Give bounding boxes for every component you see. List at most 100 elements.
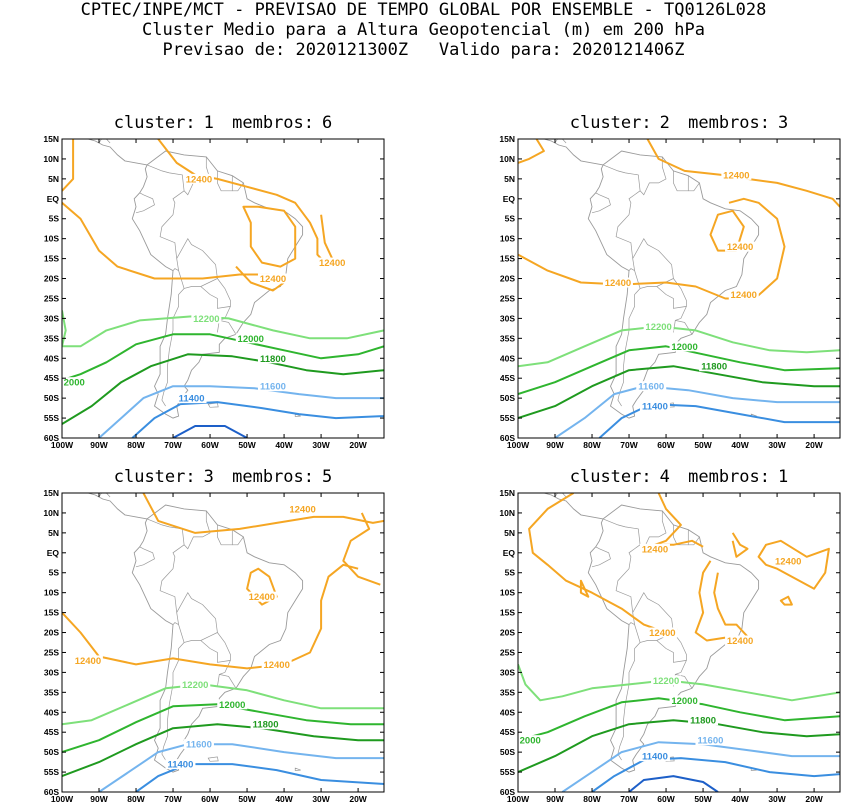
- lat-tick-label: 25S: [44, 293, 59, 303]
- lat-tick-label: 15N: [499, 134, 515, 144]
- lon-tick-label: 90W: [90, 440, 108, 450]
- country-border: [656, 632, 687, 663]
- contour-label: 12400: [249, 592, 275, 603]
- country-border: [200, 632, 231, 663]
- contour-line: [172, 425, 248, 438]
- contour-label-bg: [165, 759, 196, 770]
- country-border: [217, 660, 231, 687]
- lat-tick-label: 35S: [44, 333, 59, 343]
- lon-tick-label: 40W: [275, 440, 293, 450]
- lon-tick-label: 70W: [620, 794, 638, 803]
- lat-tick-label: 30S: [44, 313, 59, 323]
- figure-subtitle: Cluster Medio para a Altura Geopotencial…: [142, 20, 705, 40]
- country-border: [656, 278, 687, 309]
- contour-label-bg: [62, 377, 87, 388]
- contour-label: 12400: [723, 170, 749, 181]
- plot-frame: [517, 492, 841, 793]
- country-border: [554, 139, 567, 144]
- panel-4-map: 12400 12400 12400 12400 12200 12000 11800 11600…: [499, 488, 841, 803]
- run-label: Previsao de:: [162, 40, 286, 60]
- central-america-coastline: [543, 139, 604, 166]
- contour-label: 11600: [698, 736, 724, 747]
- contour-label-bg: [257, 273, 288, 284]
- contour-label-bg: [250, 719, 281, 730]
- lat-tick-label: 10S: [500, 588, 515, 598]
- contour-line: [142, 493, 384, 534]
- lat-tick-label: 35S: [44, 687, 59, 697]
- country-border: [219, 320, 237, 335]
- lat-tick-label: 15S: [44, 254, 59, 264]
- country-border: [135, 192, 155, 214]
- contour-label: 12400: [727, 636, 753, 647]
- lon-tick-label: 100W: [507, 440, 530, 450]
- lon-tick-label: 50W: [238, 440, 256, 450]
- lat-tick-label: 15N: [43, 134, 59, 144]
- contour-label: 12400: [727, 242, 753, 253]
- panel-3-title: cluster: 3 membros: 5: [62, 467, 384, 487]
- country-border: [591, 546, 611, 568]
- country-border: [146, 164, 185, 272]
- south-america-coastline: [131, 504, 304, 773]
- lon-tick-label: 40W: [731, 440, 749, 450]
- contour-line: [62, 139, 75, 192]
- contour-line: [561, 741, 840, 792]
- contour-line: [628, 775, 719, 792]
- lat-tick-label: 40S: [500, 353, 515, 363]
- contour-label: 12400: [731, 290, 757, 301]
- cluster-number: 1: [203, 113, 214, 133]
- country-border: [183, 510, 211, 550]
- lon-tick-label: 90W: [90, 794, 108, 803]
- lat-tick-label: 15S: [500, 254, 515, 264]
- lon-tick-label: 100W: [51, 794, 74, 803]
- country-border: [591, 192, 611, 214]
- lat-tick-label: 5S: [49, 214, 60, 224]
- run-date: 2020121300Z: [295, 40, 409, 60]
- lat-tick-label: 25S: [500, 293, 515, 303]
- lon-tick-label: 20W: [805, 440, 823, 450]
- lat-tick-label: 10S: [500, 234, 515, 244]
- cluster-label: cluster:: [113, 113, 196, 133]
- contour-label-bg: [688, 715, 719, 726]
- country-border: [688, 182, 700, 192]
- country-border: [673, 170, 689, 192]
- contour-label: 11600: [186, 740, 212, 751]
- contour-label-bg: [176, 393, 207, 404]
- lat-tick-label: 50S: [44, 747, 59, 757]
- contour-label: 11800: [690, 716, 716, 727]
- contour-label-bg: [261, 659, 292, 670]
- lat-tick-label: 25S: [500, 647, 515, 657]
- lat-tick-label: 40S: [44, 353, 59, 363]
- lon-tick-label: 80W: [583, 440, 601, 450]
- contour-label: 11800: [260, 354, 286, 365]
- contour-line: [342, 512, 381, 586]
- lat-tick-label: 30S: [500, 313, 515, 323]
- lat-tick-label: 30S: [500, 667, 515, 677]
- lat-tick-label: 5N: [504, 528, 515, 538]
- lat-tick-label: 55S: [500, 767, 515, 777]
- contour-label: 11400: [642, 752, 668, 763]
- south-america-coastline: [587, 504, 760, 773]
- contour-label: 12000: [238, 334, 264, 345]
- lon-tick-label: 60W: [657, 440, 675, 450]
- contour-line: [579, 579, 590, 598]
- contour-line: [518, 139, 545, 164]
- map-content: 1240012400124001240012200120001180011600…: [518, 139, 840, 438]
- contour-label-bg: [518, 735, 543, 746]
- contour-label-bg: [725, 241, 756, 252]
- contour-label-bg: [725, 635, 756, 646]
- lat-tick-label: 45S: [44, 727, 59, 737]
- members-label: membros:: [688, 467, 771, 487]
- island: [294, 767, 301, 771]
- map-content: 1240012400124001240012200120001180011600…: [518, 493, 840, 792]
- lat-tick-label: 60S: [500, 787, 515, 797]
- lat-tick-label: 25S: [44, 647, 59, 657]
- country-border: [673, 306, 687, 333]
- contour-label: 12400: [649, 628, 675, 639]
- lon-tick-label: 100W: [51, 440, 74, 450]
- lat-tick-label: 45S: [500, 727, 515, 737]
- cluster-label: cluster:: [113, 467, 196, 487]
- contour-line: [528, 493, 678, 634]
- contour-label-bg: [183, 173, 214, 184]
- lat-tick-label: 5N: [504, 174, 515, 184]
